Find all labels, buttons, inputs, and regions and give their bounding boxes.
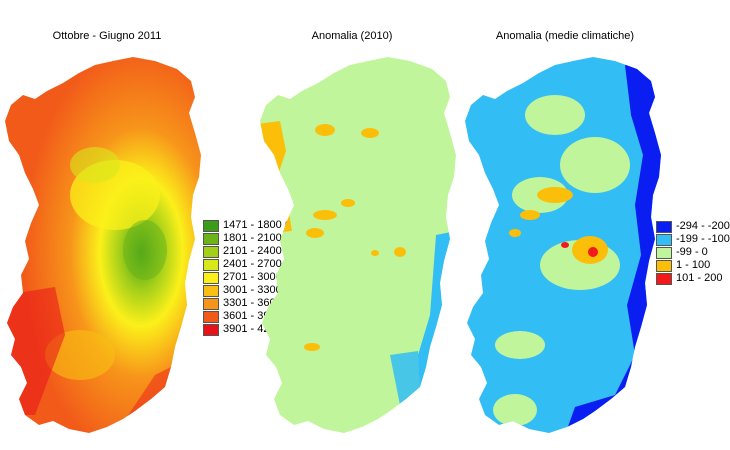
legend-label: 1 - 100: [676, 259, 711, 271]
legend-swatch: [203, 245, 219, 258]
legend-swatch: [203, 323, 219, 336]
legend-swatch: [203, 284, 219, 297]
legend-label: 3001 - 3300: [223, 284, 282, 296]
panel-title-anomaly-climate: Anomalia (medie climatiche): [495, 30, 635, 42]
legend-label: 3901 - 4200: [223, 323, 282, 335]
legend-item: 2701 - 3000: [203, 271, 309, 284]
legend-label: -294 - -200: [676, 220, 730, 232]
legend-label: 2101 - 2400: [223, 245, 282, 257]
legend-item: 3301 - 3600: [203, 297, 309, 310]
legend-label: 2701 - 3000: [223, 271, 282, 283]
legend-item: 1801 - 2100: [203, 232, 309, 245]
legend-label: 1801 - 2100: [223, 232, 282, 244]
legend-swatch: [656, 233, 672, 246]
legend-label: 1471 - 1800 GDD: [223, 219, 310, 231]
legend-swatch: [656, 259, 672, 272]
legend-gdd: 1471 - 1800 GDD 1801 - 2100 2101 - 2400 …: [203, 219, 309, 336]
legend-label: 3301 - 3600: [223, 297, 282, 309]
legend-swatch: [203, 232, 219, 245]
legend-swatch: [203, 310, 219, 323]
panel-title-gdd: Ottobre - Giugno 2011: [52, 30, 162, 42]
legend-item: -99 - 0: [656, 246, 730, 259]
legend-item: 2401 - 2700: [203, 258, 309, 271]
map-anomaly-climate: [465, 57, 661, 433]
legend-item: 3601 - 3900: [203, 310, 309, 323]
legend-item: 3901 - 4200: [203, 323, 309, 336]
legend-item: 1 - 100: [656, 259, 730, 272]
legend-anomaly: -294 - -200 -199 - -100 -99 - 0 1 - 100 …: [656, 220, 730, 285]
legend-item: 2101 - 2400: [203, 245, 309, 258]
legend-swatch: [203, 271, 219, 284]
legend-label: 2401 - 2700: [223, 258, 282, 270]
legend-item: 101 - 200: [656, 272, 730, 285]
legend-swatch: [656, 246, 672, 259]
legend-swatch: [656, 272, 672, 285]
legend-label: -199 - -100: [676, 233, 730, 245]
legend-label: -99 - 0: [676, 246, 708, 258]
legend-item: 1471 - 1800 GDD: [203, 219, 309, 232]
panel-title-anomaly-2010: Anomalia (2010): [311, 30, 393, 42]
legend-label: 101 - 200: [676, 272, 723, 284]
legend-item: -294 - -200: [656, 220, 730, 233]
legend-item: 3001 - 3300: [203, 284, 309, 297]
legend-item: -199 - -100: [656, 233, 730, 246]
legend-swatch: [203, 219, 219, 232]
legend-swatch: [203, 297, 219, 310]
legend-swatch: [656, 220, 672, 233]
legend-swatch: [203, 258, 219, 271]
map-gdd: [5, 57, 201, 433]
map-anomaly-2010: [260, 57, 456, 433]
legend-label: 3601 - 3900: [223, 310, 282, 322]
